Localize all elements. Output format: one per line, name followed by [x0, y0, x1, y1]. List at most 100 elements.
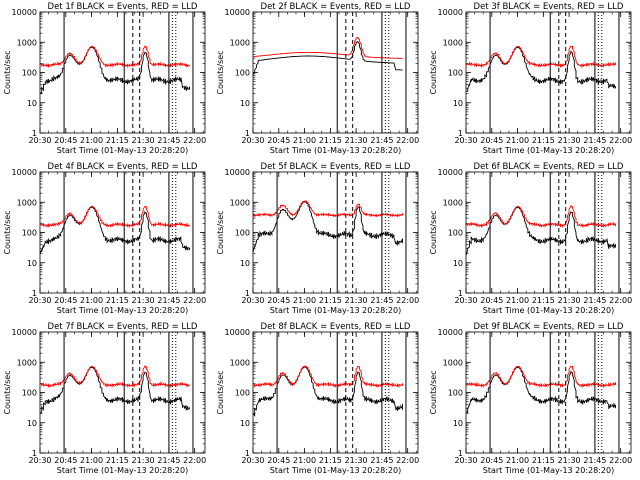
- y-tick-label: 10: [240, 99, 250, 108]
- lld-series-line: [252, 36, 403, 59]
- y-tick-label: 1000: [230, 198, 250, 207]
- x-tick-label: 22:00: [183, 136, 206, 145]
- y-tick-label: 10: [240, 419, 250, 428]
- events-series-line: [465, 46, 616, 92]
- chart-title: Det 8f BLACK = Events, RED = LLD: [261, 322, 411, 332]
- x-tick-label: 21:45: [157, 456, 180, 465]
- x-tick-label: 20:30: [28, 136, 51, 145]
- x-tick-label: 21:00: [506, 456, 529, 465]
- detector-panel-9: Det 9f BLACK = Events, RED = LLD 1 10 100 10…: [426, 320, 639, 480]
- chart-title: Det 1f BLACK = Events, RED = LLD: [48, 2, 198, 12]
- y-tick-label: 1000: [443, 198, 463, 207]
- x-tick-label: 21:45: [157, 136, 180, 145]
- y-tick-label: 1000: [230, 358, 250, 367]
- plot-frame: [39, 11, 206, 134]
- x-tick-label: 22:00: [396, 456, 419, 465]
- x-tick-label: 20:30: [454, 296, 477, 305]
- chart-svg: Det 9f BLACK = Events, RED = LLD 1 10 100 10…: [429, 322, 632, 475]
- x-tick-label: 20:45: [480, 296, 503, 305]
- x-tick-label: 20:30: [241, 136, 264, 145]
- y-tick-label: 100: [22, 389, 37, 398]
- plot-frame: [252, 171, 419, 294]
- y-tick-label: 10: [27, 99, 37, 108]
- y-tick-label: 10000: [438, 8, 463, 17]
- x-tick-label: 22:00: [183, 456, 206, 465]
- chart-svg: Det 4f BLACK = Events, RED = LLD 1 10 100 10…: [3, 162, 206, 315]
- events-series-line: [465, 206, 616, 256]
- x-tick-label: 20:30: [28, 296, 51, 305]
- x-tick-label: 21:15: [319, 456, 342, 465]
- x-tick-label: 20:45: [267, 456, 290, 465]
- y-tick-label: 1: [458, 129, 463, 138]
- plot-frame: [39, 331, 206, 454]
- y-tick-label: 10000: [225, 328, 250, 337]
- y-tick-label: 1: [458, 449, 463, 458]
- detector-panel-7: Det 7f BLACK = Events, RED = LLD 1 10 100 10…: [0, 320, 213, 480]
- x-tick-label: 21:15: [106, 136, 129, 145]
- y-axis-label: Counts/sec: [3, 50, 12, 94]
- x-tick-label: 22:00: [183, 296, 206, 305]
- y-axis-label: Counts/sec: [216, 210, 225, 254]
- y-tick-label: 10: [240, 259, 250, 268]
- chart-title: Det 6f BLACK = Events, RED = LLD: [474, 162, 624, 172]
- plot-frame: [252, 331, 419, 454]
- chart-title: Det 4f BLACK = Events, RED = LLD: [48, 162, 198, 172]
- y-tick-label: 100: [235, 69, 250, 78]
- plot-frame: [465, 331, 632, 454]
- x-tick-label: 21:15: [319, 296, 342, 305]
- x-tick-label: 21:00: [293, 456, 316, 465]
- y-tick-label: 1000: [443, 358, 463, 367]
- x-tick-label: 22:00: [609, 296, 632, 305]
- y-tick-label: 1000: [17, 38, 37, 47]
- y-tick-label: 10000: [12, 8, 37, 17]
- x-axis-label: Start Time (01-May-13 20:28:20): [57, 146, 188, 155]
- x-tick-label: 20:30: [241, 456, 264, 465]
- y-tick-label: 1: [458, 289, 463, 298]
- chart-title: Det 5f BLACK = Events, RED = LLD: [261, 162, 411, 172]
- lld-series-line: [465, 45, 616, 69]
- x-axis-label: Start Time (01-May-13 20:28:20): [483, 146, 614, 155]
- y-tick-label: 1: [245, 289, 250, 298]
- y-axis-label: Counts/sec: [216, 370, 225, 414]
- lld-series-line: [252, 365, 403, 388]
- x-tick-label: 20:30: [28, 456, 51, 465]
- plot-frame: [39, 171, 206, 294]
- detector-panel-4: Det 4f BLACK = Events, RED = LLD 1 10 100 10…: [0, 160, 213, 320]
- events-series-line: [252, 366, 403, 417]
- x-tick-label: 20:30: [454, 136, 477, 145]
- x-tick-label: 20:45: [54, 296, 77, 305]
- y-axis-label: Counts/sec: [429, 50, 438, 94]
- x-tick-label: 20:45: [54, 136, 77, 145]
- y-tick-label: 1: [245, 129, 250, 138]
- x-tick-label: 21:00: [293, 136, 316, 145]
- chart-title: Det 7f BLACK = Events, RED = LLD: [48, 322, 198, 332]
- x-tick-label: 22:00: [396, 296, 419, 305]
- chart-svg: Det 8f BLACK = Events, RED = LLD 1 10 100 10…: [216, 322, 419, 475]
- events-series-line: [39, 366, 190, 414]
- y-axis-label: Counts/sec: [3, 210, 12, 254]
- y-tick-label: 10000: [438, 168, 463, 177]
- y-tick-label: 1: [245, 449, 250, 458]
- x-tick-label: 22:00: [609, 136, 632, 145]
- detector-panel-2: Det 2f BLACK = Events, RED = LLD 1 10 100 10…: [213, 0, 426, 160]
- detector-panel-3: Det 3f BLACK = Events, RED = LLD 1 10 100 10…: [426, 0, 639, 160]
- x-axis-label: Start Time (01-May-13 20:28:20): [483, 466, 614, 475]
- x-tick-label: 21:00: [80, 456, 103, 465]
- events-series-line: [252, 201, 403, 253]
- y-axis-label: Counts/sec: [429, 370, 438, 414]
- y-tick-label: 1: [32, 129, 37, 138]
- chart-svg: Det 6f BLACK = Events, RED = LLD 1 10 100 10…: [429, 162, 632, 315]
- plot-frame: [465, 171, 632, 294]
- detector-panel-8: Det 8f BLACK = Events, RED = LLD 1 10 100 10…: [213, 320, 426, 480]
- x-axis-label: Start Time (01-May-13 20:28:20): [270, 306, 401, 315]
- plot-frame: [465, 11, 632, 134]
- plot-frame: [252, 11, 419, 134]
- y-tick-label: 1: [32, 449, 37, 458]
- x-tick-label: 21:30: [345, 456, 368, 465]
- y-tick-label: 1000: [443, 38, 463, 47]
- x-tick-label: 21:15: [106, 456, 129, 465]
- y-axis-label: Counts/sec: [216, 50, 225, 94]
- y-tick-label: 10000: [12, 168, 37, 177]
- x-tick-label: 20:30: [454, 456, 477, 465]
